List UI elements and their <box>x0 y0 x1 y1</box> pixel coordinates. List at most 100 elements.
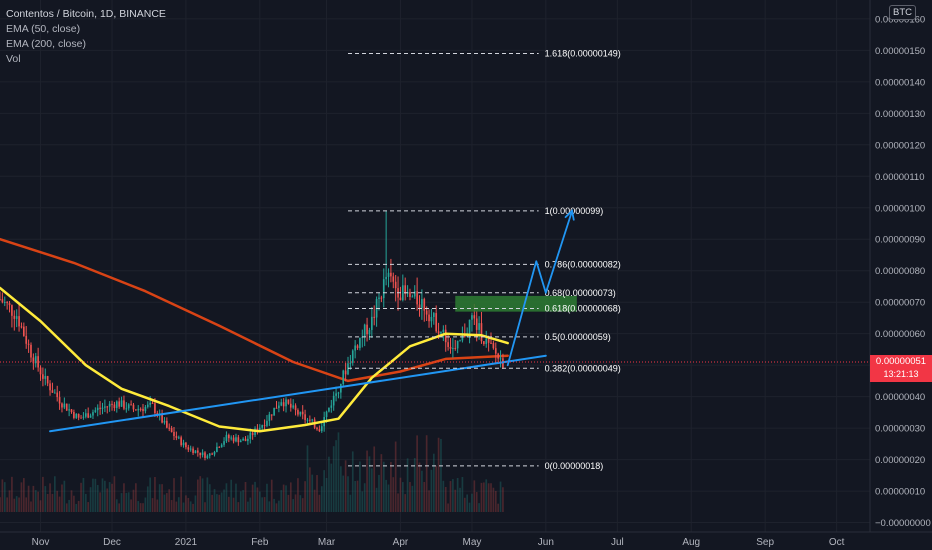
time-axis[interactable]: Nov Dec 2021 Feb Mar Apr May Jun Jul Aug Sep Oct <box>32 537 845 548</box>
candle-body <box>106 406 109 408</box>
volume-bar <box>418 462 421 512</box>
volume-bar <box>118 503 121 512</box>
price-axis[interactable]: 0.000001600.000001500.000001400.00000130… <box>875 14 931 529</box>
candle-body <box>92 412 94 416</box>
candle-body <box>351 350 354 363</box>
candle-body <box>189 448 192 450</box>
candle-body <box>192 448 194 454</box>
volume-bar <box>413 458 416 512</box>
candle-body <box>432 313 435 317</box>
candle-body <box>456 340 459 349</box>
volume-bar <box>313 489 316 512</box>
candle-body <box>170 428 173 433</box>
volume-bar <box>27 485 30 512</box>
candle-body <box>473 315 476 319</box>
fib-levels[interactable]: 1.618(0.00000149) 1(0.00000099) 0.786(0.00… <box>348 49 621 471</box>
candle-body <box>385 276 387 280</box>
ema200-line <box>0 237 509 383</box>
price-tick-label: 0.00000120 <box>875 140 925 151</box>
candle-body <box>218 446 221 448</box>
candle-body <box>185 442 187 448</box>
candle-body <box>306 419 309 421</box>
candle-body <box>237 437 240 443</box>
candle-body <box>82 416 85 418</box>
candle-body <box>337 392 340 394</box>
volume-bar <box>340 466 342 512</box>
volume-bar <box>3 482 6 512</box>
candle-body <box>340 384 342 393</box>
candle-body <box>294 405 297 411</box>
ema50-line <box>0 286 509 433</box>
volume-bar <box>461 477 464 512</box>
volume-bar <box>401 482 404 512</box>
volume-bar <box>34 490 37 512</box>
candle-body <box>6 301 8 304</box>
candle-body <box>335 393 337 396</box>
volume-bar <box>449 481 452 512</box>
volume-bar <box>223 489 225 512</box>
candle-body <box>363 324 366 337</box>
volume-bar <box>421 470 423 512</box>
candle-body <box>404 285 407 294</box>
volume-bar <box>297 478 299 512</box>
volume-bar <box>23 478 25 512</box>
currency-badge[interactable]: BTC <box>889 5 916 20</box>
volume-bar <box>204 502 206 512</box>
volume-bar <box>320 486 323 512</box>
volume-bar <box>182 502 185 512</box>
candle-body <box>425 310 428 315</box>
volume-bar <box>378 474 380 512</box>
candle-body <box>242 438 244 441</box>
last-price-tag: 0.00000051 13:21:13 <box>870 355 932 382</box>
candle-body <box>3 301 6 303</box>
candle-body <box>387 272 390 277</box>
legend-volume[interactable]: Vol <box>6 53 21 65</box>
candle-body <box>325 411 328 418</box>
candle-body <box>249 432 252 439</box>
volume-bar <box>8 490 11 512</box>
projection-arrow[interactable] <box>506 209 575 367</box>
volume-bar <box>142 503 144 512</box>
volume-bar <box>344 460 347 512</box>
volume-bar <box>89 487 92 512</box>
target-zone-rect[interactable] <box>455 295 577 312</box>
candle-body <box>328 407 330 412</box>
candle-body <box>75 413 78 418</box>
volume-bar <box>316 475 318 512</box>
candle-body <box>30 344 32 358</box>
volume-bar <box>487 483 490 512</box>
volume-bar <box>368 456 371 512</box>
volume-bar <box>301 498 304 512</box>
volume-bar <box>15 496 18 512</box>
volume-bar <box>497 503 499 512</box>
volume-bar <box>104 480 106 512</box>
candle-body <box>304 414 306 420</box>
target-zone[interactable] <box>455 295 577 312</box>
candle-body <box>225 434 228 442</box>
candle-body <box>132 404 135 410</box>
candle-body <box>442 329 445 333</box>
candle-body <box>125 408 128 410</box>
volume-bar <box>490 483 492 512</box>
legend-ema50[interactable]: EMA (50, close) <box>6 23 81 35</box>
legend-symbol[interactable]: Contentos / Bitcoin, 1D, BINANCE <box>6 8 166 20</box>
volume-bar <box>53 476 56 512</box>
candle-body <box>418 304 421 309</box>
volume-bar <box>335 440 337 512</box>
legend-ema200[interactable]: EMA (200, close) <box>6 38 86 50</box>
candle-body <box>142 408 144 412</box>
candle-body <box>108 403 111 407</box>
projection-path <box>506 210 573 367</box>
candle-body <box>437 331 440 334</box>
candle-body <box>371 316 373 330</box>
candle-body <box>416 291 418 305</box>
volume-bar <box>351 451 354 512</box>
volume-bar <box>108 482 111 512</box>
volume-bar <box>435 465 438 512</box>
candle-body <box>423 299 426 311</box>
volume-bar <box>75 503 78 512</box>
candle-body <box>309 419 311 421</box>
candle-body <box>261 425 264 428</box>
fib-level-label: 1(0.00000099) <box>545 206 604 216</box>
